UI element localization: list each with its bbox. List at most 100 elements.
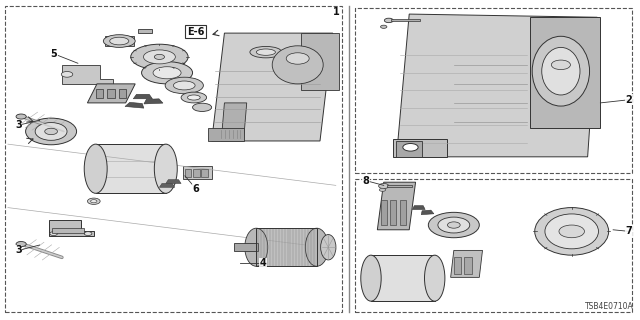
Bar: [193, 169, 200, 178]
Text: E-6: E-6: [187, 27, 204, 36]
Text: 1: 1: [333, 7, 339, 18]
Polygon shape: [125, 102, 144, 108]
Polygon shape: [62, 65, 113, 84]
Circle shape: [91, 200, 97, 203]
Ellipse shape: [141, 62, 193, 84]
Circle shape: [559, 225, 584, 238]
Bar: [381, 200, 387, 225]
Ellipse shape: [428, 212, 479, 238]
Polygon shape: [394, 140, 447, 157]
Ellipse shape: [181, 92, 207, 103]
Bar: [52, 228, 84, 233]
Ellipse shape: [541, 47, 580, 95]
Ellipse shape: [424, 255, 445, 301]
Polygon shape: [88, 84, 135, 103]
Text: 3: 3: [15, 245, 22, 255]
Text: TSB4E0710A: TSB4E0710A: [585, 302, 634, 311]
Bar: [355, 8, 632, 173]
Circle shape: [16, 242, 26, 247]
Polygon shape: [396, 14, 597, 157]
Circle shape: [88, 198, 100, 204]
Circle shape: [45, 128, 58, 135]
Bar: [107, 89, 115, 98]
Ellipse shape: [131, 44, 188, 69]
Ellipse shape: [143, 50, 175, 64]
Bar: [464, 257, 472, 274]
Polygon shape: [183, 166, 212, 179]
Bar: [138, 29, 152, 33]
Ellipse shape: [321, 235, 336, 260]
Ellipse shape: [438, 217, 470, 233]
Circle shape: [551, 60, 570, 69]
Circle shape: [61, 71, 73, 77]
Polygon shape: [212, 33, 333, 141]
Bar: [118, 89, 126, 98]
Circle shape: [50, 232, 58, 236]
Bar: [202, 169, 208, 178]
Ellipse shape: [35, 123, 67, 140]
Polygon shape: [159, 183, 175, 187]
Polygon shape: [133, 94, 152, 99]
Bar: [96, 89, 103, 98]
Circle shape: [380, 188, 386, 191]
Circle shape: [381, 25, 387, 28]
Ellipse shape: [103, 35, 135, 47]
Ellipse shape: [305, 228, 328, 266]
Ellipse shape: [272, 46, 323, 84]
Circle shape: [286, 53, 309, 64]
Bar: [185, 169, 191, 178]
Ellipse shape: [26, 118, 77, 145]
Ellipse shape: [109, 37, 129, 45]
Polygon shape: [49, 220, 94, 236]
Bar: [256, 228, 317, 266]
Polygon shape: [396, 141, 422, 157]
Bar: [454, 257, 461, 274]
Text: 7: 7: [626, 226, 632, 236]
Polygon shape: [221, 103, 246, 141]
Circle shape: [385, 18, 394, 23]
Bar: [355, 179, 632, 312]
Polygon shape: [412, 206, 425, 210]
Polygon shape: [378, 182, 415, 230]
Bar: [399, 200, 406, 225]
Polygon shape: [451, 251, 483, 277]
Ellipse shape: [535, 208, 609, 255]
Polygon shape: [531, 17, 600, 128]
Text: 3: 3: [15, 120, 22, 130]
Ellipse shape: [256, 49, 275, 55]
Ellipse shape: [250, 46, 282, 58]
Polygon shape: [166, 180, 181, 183]
Circle shape: [447, 222, 460, 228]
Bar: [387, 185, 412, 187]
Ellipse shape: [84, 144, 107, 193]
Ellipse shape: [193, 103, 212, 111]
Bar: [392, 19, 420, 21]
Bar: [234, 244, 258, 251]
Polygon shape: [144, 99, 163, 104]
Bar: [256, 228, 317, 266]
Text: 4: 4: [259, 258, 266, 268]
Circle shape: [84, 232, 92, 236]
Text: 2: 2: [626, 95, 632, 105]
Text: 8: 8: [362, 176, 369, 186]
Text: 6: 6: [193, 184, 199, 194]
Ellipse shape: [188, 95, 200, 100]
Ellipse shape: [173, 81, 195, 90]
Circle shape: [379, 183, 389, 188]
Bar: [390, 200, 396, 225]
Polygon shape: [301, 33, 339, 90]
Polygon shape: [209, 128, 244, 141]
Bar: [96, 144, 166, 193]
Ellipse shape: [165, 77, 204, 94]
Ellipse shape: [245, 228, 268, 266]
Bar: [104, 36, 134, 46]
Ellipse shape: [154, 144, 177, 193]
Ellipse shape: [532, 36, 589, 106]
Circle shape: [16, 114, 26, 119]
Text: 5: 5: [51, 49, 57, 59]
Circle shape: [154, 54, 164, 60]
Polygon shape: [421, 210, 434, 215]
Ellipse shape: [153, 67, 181, 79]
Ellipse shape: [545, 214, 598, 249]
Circle shape: [403, 143, 418, 151]
